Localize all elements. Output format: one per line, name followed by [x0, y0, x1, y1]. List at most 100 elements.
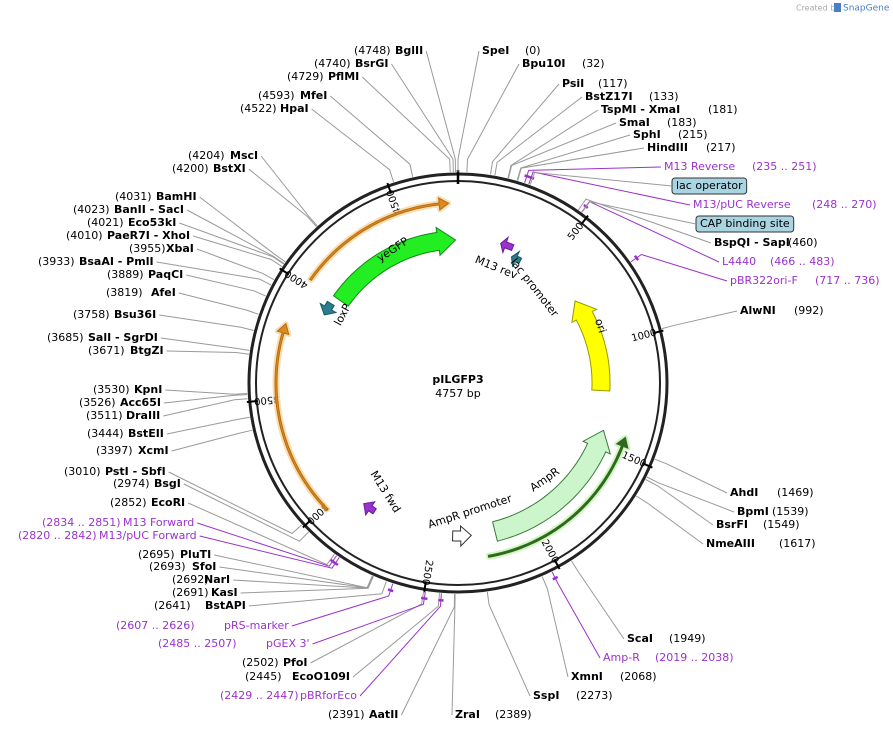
leader-line	[186, 209, 285, 265]
site-position: (2852)	[110, 496, 147, 509]
site-position: (4729)	[287, 70, 324, 83]
site-name: Acc65I	[120, 396, 161, 409]
green-arc	[487, 436, 629, 558]
site-name: KasI	[211, 586, 238, 599]
leader-line	[391, 63, 454, 173]
site-name: SalI - SgrDI	[88, 331, 158, 344]
site-position: (2389)	[495, 708, 532, 721]
leader-line	[312, 591, 426, 645]
site-name: M13 Forward	[123, 516, 194, 529]
plasmid-name: pILGFP3	[432, 373, 483, 386]
site-position: (2834 .. 2851)	[42, 516, 121, 529]
leader-line	[199, 535, 340, 569]
leader-line	[630, 253, 728, 282]
site-position: (3010)	[64, 465, 101, 478]
site-position: (460)	[788, 236, 818, 249]
site-name: SspI	[533, 689, 559, 702]
ring-tick-label: 2500	[419, 559, 434, 586]
site-position: (2445)	[245, 670, 282, 683]
site-name: BstEII	[128, 427, 164, 440]
leader-line	[524, 166, 662, 183]
leader-line	[425, 50, 456, 173]
site-name: pGEX 3'	[266, 637, 310, 650]
leader-line	[178, 292, 259, 315]
leader-line	[457, 50, 480, 172]
leader-line	[570, 560, 625, 640]
leader-line	[508, 122, 617, 179]
leader-line	[541, 576, 569, 678]
site-name: BsgI	[154, 477, 181, 490]
site-name: BglII	[395, 44, 423, 57]
site-position: (4010)	[66, 229, 103, 242]
leader-line	[361, 76, 451, 173]
leader-line	[451, 593, 456, 716]
site-position: (3444)	[87, 427, 124, 440]
site-name: BspQI - SapI	[714, 236, 790, 249]
site-position: (2391)	[328, 708, 365, 721]
site-position: (1539)	[772, 505, 809, 518]
site-name: MscI	[230, 149, 258, 162]
m13-fwd-arrow	[363, 501, 377, 517]
leader-line	[516, 134, 631, 181]
site-position: (3955)	[129, 242, 166, 255]
site-position: (217)	[706, 141, 736, 154]
leader-line	[311, 108, 395, 183]
leader-line	[219, 566, 374, 589]
site-position: (117)	[598, 77, 628, 90]
site-name: BstAPI	[205, 599, 246, 612]
site-name: EcoO109I	[292, 670, 350, 683]
leader-line	[171, 429, 253, 452]
site-name: SpeI	[482, 44, 509, 57]
site-name: L4440	[722, 255, 756, 268]
leader-line	[645, 479, 714, 526]
site-name: PaqCI	[148, 268, 183, 281]
site-position: (717 .. 736)	[815, 274, 880, 287]
m13-rev-arrow	[500, 235, 515, 255]
leader-line	[490, 83, 560, 175]
site-position: (3511)	[86, 409, 123, 422]
site-position: (248 .. 270)	[812, 198, 877, 211]
leader-line	[186, 274, 266, 297]
leader-line	[517, 147, 645, 181]
site-position: (3530)	[93, 383, 130, 396]
site-name: ZraI	[455, 708, 480, 721]
site-position: (3685)	[47, 331, 84, 344]
site-name: PstI - SbfI	[105, 465, 166, 478]
site-name: BpmI	[737, 505, 769, 518]
site-position: (2692)	[172, 573, 209, 586]
site-position: (215)	[678, 128, 708, 141]
site-name: ScaI	[627, 632, 653, 645]
site-position: (3889)	[107, 268, 144, 281]
leader-line	[661, 310, 738, 330]
site-position: (4021)	[87, 216, 124, 229]
leader-line	[197, 522, 338, 567]
site-name: BsrFI	[716, 518, 748, 531]
site-position: (3819)	[106, 286, 143, 299]
leader-line	[494, 96, 583, 176]
site-position: (235 .. 251)	[752, 160, 817, 173]
site-position: (3526)	[79, 396, 116, 409]
leader-line	[163, 394, 248, 404]
site-name: M13/pUC Forward	[99, 529, 197, 542]
site-name: XcmI	[138, 444, 169, 457]
site-position: (2695)	[138, 548, 175, 561]
leader-line	[248, 581, 387, 607]
site-name: XbaI	[166, 242, 194, 255]
site-name: pBRforEco	[300, 689, 357, 702]
leader-line	[156, 261, 272, 286]
site-position: (4031)	[115, 190, 152, 203]
leader-line	[214, 554, 373, 589]
leader-line	[168, 471, 303, 535]
site-name: PluTI	[180, 548, 211, 561]
ampr-promoter-arrow	[451, 524, 473, 548]
site-position: (2974)	[113, 477, 150, 490]
site-position: (466 .. 483)	[770, 255, 835, 268]
site-name: BanII - SacI	[114, 203, 184, 216]
feature-box-label: CAP binding site	[700, 217, 790, 230]
site-position: (4740)	[314, 57, 351, 70]
site-position: (2068)	[620, 670, 657, 683]
ring-tick-label: 4000	[283, 267, 310, 290]
leader-line	[529, 171, 673, 187]
leader-line	[183, 483, 309, 542]
leader-line	[291, 583, 394, 627]
